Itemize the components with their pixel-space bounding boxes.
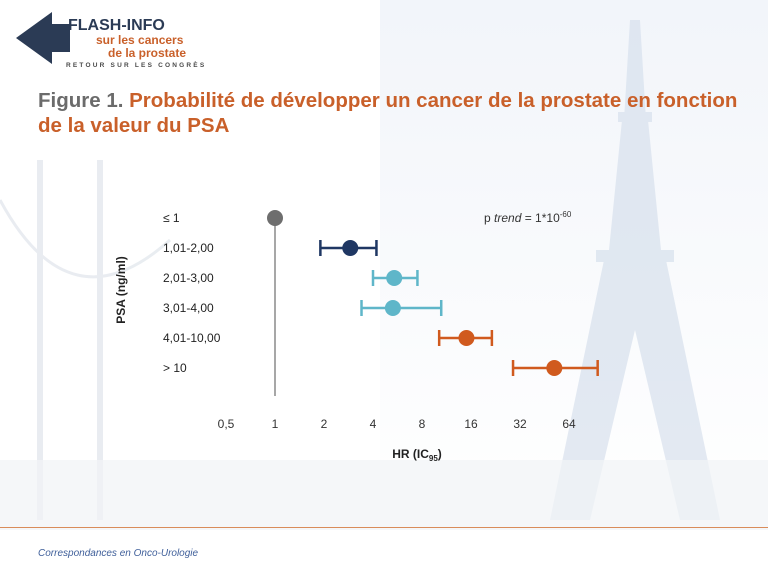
x-tick-label: 16 [464, 417, 478, 431]
x-tick-label: 4 [370, 417, 377, 431]
figure-title-text: Probabilité de développer un cancer de l… [38, 89, 738, 137]
y-axis-label: PSA (ng/ml) [114, 256, 128, 324]
p-trend-prefix: p [484, 211, 494, 225]
logo-line1: sur les cancers [96, 33, 184, 47]
p-trend-italic: trend [494, 211, 522, 225]
footer-divider [0, 527, 768, 528]
x-axis-label-end: ) [438, 447, 442, 461]
hr-point [342, 240, 359, 256]
row-label: > 10 [163, 361, 187, 375]
x-tick-label: 32 [513, 417, 527, 431]
x-axis-label-subscript: 95 [429, 454, 438, 463]
hr-point [267, 210, 283, 226]
x-tick-label: 0,5 [218, 417, 235, 431]
logo-tagline: RETOUR SUR LES CONGRÈS [66, 62, 207, 69]
x-tick-label: 64 [562, 417, 576, 431]
flash-info-logo: FLASH-INFO sur les cancers de la prostat… [16, 12, 186, 64]
hr-point [546, 360, 563, 376]
x-axis-label-text: HR (IC [392, 447, 429, 461]
x-tick-label: 1 [272, 417, 279, 431]
hr-point [384, 300, 401, 316]
p-trend-annotation: p trend = 1*10-60 [484, 210, 572, 225]
x-tick-label: 2 [321, 417, 328, 431]
footer-journal: Correspondances en Onco-Urologie [38, 548, 199, 559]
logo-flash-text: FLASH-INFO [68, 17, 165, 34]
p-trend-sup: -60 [560, 210, 572, 219]
x-tick-label: 8 [419, 417, 426, 431]
x-axis-label: HR (IC95) [392, 447, 442, 463]
row-label: 3,01-4,00 [163, 301, 214, 315]
p-trend-suffix: = 1*10 [521, 211, 560, 225]
arrow-icon [16, 12, 70, 64]
figure-title: Figure 1. Probabilité de développer un c… [38, 88, 738, 138]
row-label: 2,01-3,00 [163, 271, 214, 285]
hr-point [458, 330, 475, 346]
logo-line2: de la prostate [108, 46, 186, 60]
row-label: ≤ 1 [163, 211, 180, 225]
hr-point [386, 270, 403, 286]
figure-label: Figure 1. [38, 89, 124, 112]
row-label: 4,01-10,00 [163, 331, 221, 345]
row-label: 1,01-2,00 [163, 241, 214, 255]
